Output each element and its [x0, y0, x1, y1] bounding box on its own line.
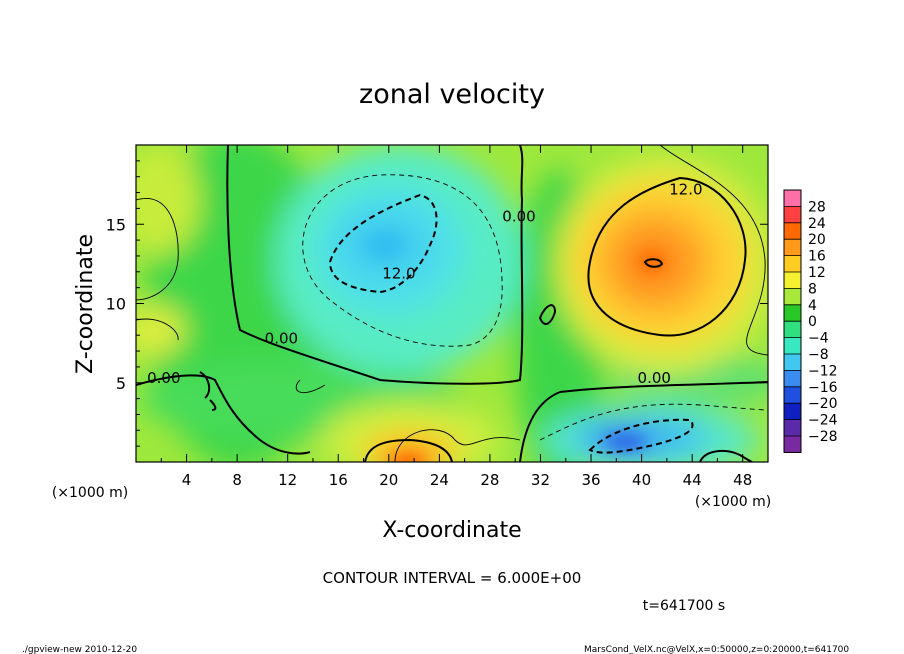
x-tick-label: 44: [683, 471, 702, 489]
x-tick-label: 4: [182, 471, 192, 489]
y-axis: 5 10 15: [106, 160, 768, 447]
footer-left: ./gpview-new 2010-12-20: [22, 645, 137, 654]
colorbar-segment: [784, 403, 801, 421]
x-unit-label-right: (×1000 m): [695, 494, 771, 510]
x-tick-label: 36: [581, 471, 600, 489]
colorbar-label: 12: [808, 265, 826, 281]
colorbar-segment: [784, 337, 801, 355]
colorbar-segment: [784, 354, 801, 371]
contour-label: 0.00: [502, 207, 535, 225]
contour-label: 12.0: [669, 180, 702, 198]
colorbar-label: 20: [808, 232, 826, 248]
chart-title: zonal velocity: [359, 79, 545, 110]
colorbar-segment: [784, 386, 801, 404]
colorbar-segment: [784, 370, 801, 388]
colorbar-segment: [784, 239, 801, 257]
colorbar-label: 28: [808, 199, 826, 215]
colorbar-label: −24: [808, 413, 838, 429]
contour-label: 12.0: [382, 264, 415, 282]
colorbar-label: −28: [808, 429, 838, 445]
colorbar-label: 16: [808, 249, 826, 265]
colorbar-label: −20: [808, 396, 838, 412]
colorbar-label: 0: [808, 314, 817, 330]
x-tick-label: 48: [733, 471, 752, 489]
colorbar-label: −4: [808, 331, 829, 347]
colorbar-segment: [784, 321, 801, 339]
colorbar-segment: [784, 436, 801, 453]
colorbar-label: −8: [808, 347, 829, 363]
x-tick-label: 32: [531, 471, 550, 489]
colorbar-segment: [784, 206, 801, 224]
contour-labels: 12.0 0.00 12.0 0.00 0.00 0.00: [147, 180, 702, 387]
colorbar-segment: [784, 419, 801, 437]
colorbar-segment: [784, 222, 801, 240]
footer-right: MarsCond_VelX.nc@VelX,x=0:50000,z=0:2000…: [584, 645, 849, 654]
y-tick-label: 10: [106, 295, 126, 314]
colorbar-label: −12: [808, 363, 838, 379]
colorbar-label: −16: [808, 380, 838, 396]
contour-label: 0.00: [265, 329, 298, 347]
y-tick-label: 15: [106, 215, 126, 234]
x-tick-label: 16: [329, 471, 348, 489]
colorbar-label: 24: [808, 216, 826, 232]
x-tick-label: 20: [379, 471, 398, 489]
heatmap-field: [136, 145, 768, 462]
contour-label: 0.00: [638, 369, 671, 387]
x-unit-label-left: (×1000 m): [52, 485, 128, 501]
colorbar-segment: [784, 255, 801, 273]
y-axis-title: Z-coordinate: [73, 234, 98, 374]
x-axis-title: X-coordinate: [382, 518, 521, 543]
x-tick-label: 12: [278, 471, 297, 489]
colorbar-segment: [784, 304, 801, 322]
x-tick-label: 28: [480, 471, 499, 489]
y-tick-label: 5: [116, 374, 126, 393]
colorbar-segment: [784, 288, 801, 306]
x-axis: 4 8 12 16 20 24 28 32 36 40 44 48: [160, 145, 752, 489]
time-label: t=641700 s: [643, 598, 725, 614]
contour-interval-text: CONTOUR INTERVAL = 6.000E+00: [323, 569, 582, 587]
colorbar-label: 8: [808, 281, 817, 297]
colorbar-segment: [784, 190, 801, 207]
contour-label: 0.00: [147, 369, 180, 387]
x-tick-label: 40: [632, 471, 651, 489]
colorbar-label: 4: [808, 298, 817, 314]
x-tick-label: 24: [430, 471, 449, 489]
x-tick-label: 8: [232, 471, 242, 489]
colorbar-segment: [784, 272, 801, 289]
